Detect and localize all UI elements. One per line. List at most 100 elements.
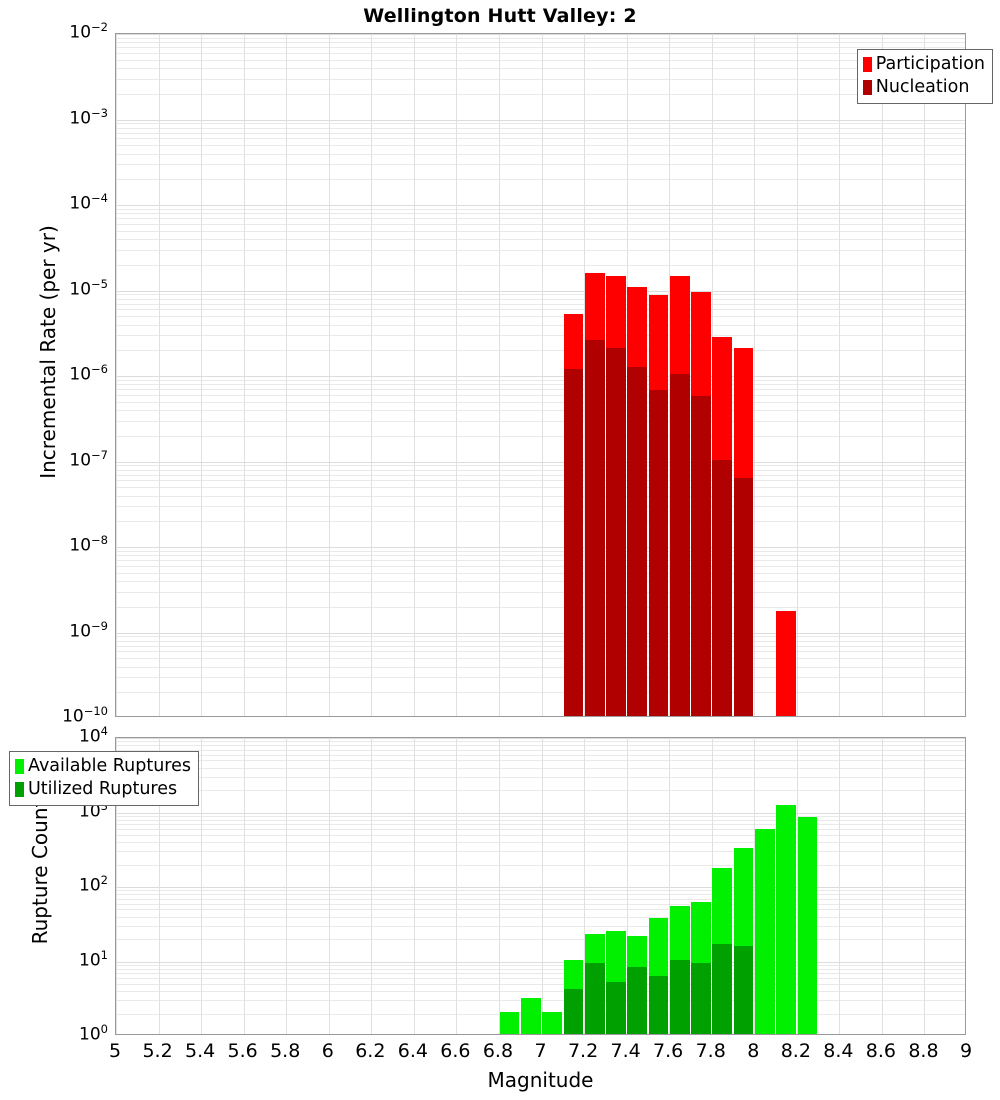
y-tick-label: 100 — [79, 1022, 108, 1045]
gridline-horizontal — [116, 164, 965, 166]
gridline-horizontal — [116, 401, 965, 403]
gridline-horizontal — [116, 469, 965, 471]
y-tick-label: 10−9 — [69, 618, 108, 642]
gridline-horizontal — [116, 606, 965, 608]
gridline-horizontal — [116, 461, 965, 463]
gridline-horizontal — [116, 350, 965, 352]
gridline-horizontal — [116, 636, 965, 638]
gridline-vertical — [541, 34, 543, 716]
bars-rupture-count — [116, 738, 965, 1034]
gridline-horizontal — [116, 376, 965, 377]
gridline-horizontal — [116, 887, 965, 888]
x-tick-label: 6.6 — [440, 1040, 471, 1062]
gridline-vertical — [201, 738, 203, 1034]
gridline-horizontal — [116, 218, 965, 220]
gridline-horizontal — [116, 309, 965, 311]
gridline-vertical — [924, 34, 926, 716]
y-tick-label: 10−8 — [69, 533, 108, 556]
gridline-horizontal — [116, 52, 965, 54]
gridline-vertical — [498, 34, 500, 716]
gridline-horizontal — [116, 410, 965, 412]
x-axis-label: Magnitude — [487, 1068, 594, 1092]
gridline-vertical — [669, 738, 671, 1034]
gridline-vertical — [796, 34, 798, 716]
gridline-horizontal — [116, 205, 965, 206]
gridline-horizontal — [116, 842, 965, 844]
rupture-count-plot — [115, 737, 966, 1035]
gridline-vertical — [881, 34, 883, 716]
gridline-horizontal — [116, 132, 965, 134]
bar-utilized-ruptures — [648, 976, 669, 1034]
y-tick-label: 10−5 — [69, 276, 108, 300]
gridline-horizontal — [116, 420, 965, 422]
y-tick-label: 10−2 — [69, 20, 108, 43]
y-tick-label: 101 — [79, 947, 108, 971]
gridline-vertical — [456, 738, 458, 1034]
y-tick-label: 10−6 — [69, 362, 108, 385]
gridline-vertical — [158, 34, 160, 716]
y-axis-label-top: Incremental Rate (per yr) — [36, 225, 60, 479]
x-tick-label: 8.2 — [780, 1040, 811, 1062]
gridline-horizontal — [116, 640, 965, 642]
gridline-horizontal — [116, 127, 965, 129]
gridline-horizontal — [116, 983, 965, 985]
gridline-horizontal — [116, 324, 965, 326]
x-tick-label: 7.4 — [610, 1040, 641, 1062]
bar-utilized-ruptures — [584, 962, 605, 1034]
y-tick-label: 10−3 — [69, 105, 108, 129]
gridline-horizontal — [116, 790, 965, 792]
gridline-horizontal — [116, 550, 965, 552]
gridline-horizontal — [116, 42, 965, 44]
bar-available-ruptures — [755, 828, 775, 1034]
bar-nucleation — [669, 374, 690, 716]
bar-nucleation — [606, 348, 626, 716]
gridline-vertical — [286, 34, 288, 716]
legend-item: Utilized Ruptures — [15, 778, 191, 801]
gridline-horizontal — [116, 692, 965, 694]
gridline-horizontal — [116, 394, 965, 396]
gridline-horizontal — [116, 560, 965, 562]
gridline-horizontal — [116, 645, 965, 647]
gridline-horizontal — [116, 239, 965, 241]
gridline-horizontal — [116, 47, 965, 49]
gridline-horizontal — [116, 303, 965, 305]
gridline-horizontal — [116, 677, 965, 679]
gridline-horizontal — [116, 632, 965, 634]
gridline-horizontal — [116, 903, 965, 905]
bar-participation — [776, 610, 797, 716]
gridline-horizontal — [116, 78, 965, 80]
gridline-vertical — [498, 738, 500, 1034]
gridline-horizontal — [116, 555, 965, 557]
x-tick-label: 9 — [959, 1040, 973, 1062]
gridline-horizontal — [116, 776, 965, 778]
gridline-horizontal — [116, 123, 965, 125]
gridline-horizontal — [116, 294, 965, 296]
x-tick-label: 8.4 — [823, 1040, 854, 1062]
gridline-vertical — [754, 34, 756, 716]
bar-nucleation — [584, 339, 605, 716]
gridline-horizontal — [116, 890, 965, 892]
y-tick-label: 10−7 — [69, 447, 108, 471]
legend-incremental-rate: Participation Nucleation — [856, 49, 993, 105]
gridline-horizontal — [116, 851, 965, 853]
gridline-horizontal — [116, 487, 965, 489]
bar-utilized-ruptures — [606, 981, 626, 1034]
gridline-vertical — [541, 738, 543, 1034]
gridline-horizontal — [116, 264, 965, 266]
gridline-vertical — [626, 34, 628, 716]
gridline-horizontal — [116, 572, 965, 574]
gridline-horizontal — [116, 145, 965, 147]
bar-utilized-ruptures — [563, 989, 584, 1034]
gridline-horizontal — [116, 37, 965, 39]
bar-nucleation — [627, 367, 648, 716]
bar-nucleation — [712, 459, 733, 716]
gridline-horizontal — [116, 213, 965, 215]
gridline-horizontal — [116, 767, 965, 769]
gridline-horizontal — [116, 819, 965, 821]
bar-utilized-ruptures — [627, 966, 648, 1034]
gridline-horizontal — [116, 153, 965, 155]
gridline-horizontal — [116, 745, 965, 747]
gridline-horizontal — [116, 230, 965, 232]
x-tick-label: 7.6 — [653, 1040, 684, 1062]
gridline-horizontal — [116, 666, 965, 668]
